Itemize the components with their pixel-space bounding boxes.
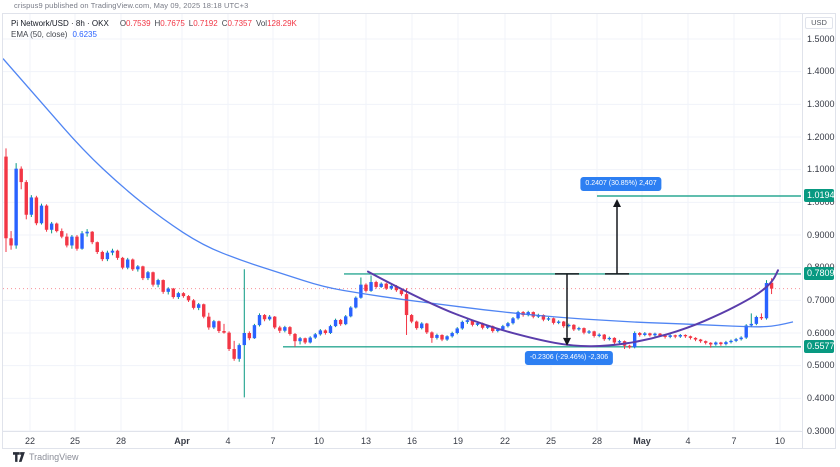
- time-tick-label: 28: [591, 436, 603, 446]
- low-value: 0.7192: [193, 19, 218, 28]
- price-tick-label: 0.8000: [807, 262, 835, 273]
- time-tick-label: 4: [685, 436, 691, 446]
- price-level-badge: 0.7809: [804, 267, 835, 281]
- open-value: 0.7539: [126, 19, 151, 28]
- price-level-badge: 1.0194: [804, 189, 835, 203]
- high-label: H: [154, 19, 161, 28]
- tradingview-logo-icon: [13, 452, 25, 462]
- time-tick-label: 28: [115, 436, 127, 446]
- close-label: C: [221, 19, 228, 28]
- symbol-title: Pi Network/USD · 8h · OKX: [11, 19, 109, 28]
- time-tick-label: 16: [406, 436, 418, 446]
- close-value: 0.7357: [227, 19, 252, 28]
- price-tick-label: 1.3000: [807, 98, 835, 109]
- candlestick-canvas: [3, 14, 801, 431]
- price-tick-label: 1.4000: [807, 66, 835, 77]
- time-tick-label: 10: [774, 436, 786, 446]
- legend-row-ema: EMA (50, close) 0.6235: [11, 29, 297, 40]
- tradingview-watermark-text: TradingView: [29, 452, 79, 462]
- ema-indicator-label: EMA (50, close): [11, 30, 68, 39]
- price-tick-label: 0.6000: [807, 327, 835, 338]
- currency-label[interactable]: USD: [805, 17, 833, 29]
- ema-indicator-value: 0.6235: [72, 30, 97, 39]
- price-tick-label: 0.7000: [807, 294, 835, 305]
- legend-row-symbol: Pi Network/USD · 8h · OKX O0.7539 H0.7675 L…: [11, 18, 297, 29]
- volume-label: Vol: [255, 19, 268, 28]
- time-tick-label: May: [633, 436, 651, 446]
- price-tick-label: 0.3000: [807, 425, 835, 436]
- price-level-badge: 0.5577: [804, 340, 835, 354]
- time-tick-label: 25: [69, 436, 81, 446]
- chart-legend: Pi Network/USD · 8h · OKX O0.7539 H0.7675 L…: [11, 18, 297, 40]
- time-tick-label: Apr: [174, 436, 190, 446]
- time-tick-label: 10: [313, 436, 325, 446]
- price-tick-label: 1.2000: [807, 131, 835, 142]
- price-tick-label: 0.9000: [807, 229, 835, 240]
- time-tick-label: 4: [225, 436, 231, 446]
- price-tick-label: 1.5000: [807, 33, 835, 44]
- price-range-up-label: 0.2407 (30.85%) 2,407: [580, 176, 662, 191]
- open-label: O: [119, 19, 127, 28]
- time-tick-label: 25: [545, 436, 557, 446]
- tradingview-watermark[interactable]: TradingView: [13, 452, 79, 462]
- price-axis[interactable]: USD 1.50001.40001.30001.20001.10001.0000…: [802, 14, 835, 448]
- time-tick-label: 22: [499, 436, 511, 446]
- price-tick-label: 1.1000: [807, 164, 835, 175]
- time-tick-label: 7: [731, 436, 737, 446]
- price-range-down-label: -0.2306 (-29.46%) -2,306: [524, 350, 614, 365]
- chart-card: Pi Network/USD · 8h · OKX O0.7539 H0.7675 L…: [2, 13, 836, 449]
- low-label: L: [188, 19, 194, 28]
- time-axis[interactable]: 22 25 28 Apr 4 7 10 13 16 19 22 25 28 May 4 7 10: [3, 431, 802, 448]
- chart-plot-area[interactable]: 0.2407 (30.85%) 2,407 -0.2306 (-29.46%) -…: [3, 14, 801, 431]
- volume-value: 128.29K: [267, 19, 297, 28]
- time-tick-label: 22: [24, 436, 36, 446]
- time-tick-label: 13: [360, 436, 372, 446]
- high-value: 0.7675: [160, 19, 185, 28]
- price-tick-label: 0.4000: [807, 392, 835, 403]
- price-tick-label: 0.5000: [807, 360, 835, 371]
- time-tick-label: 7: [270, 436, 276, 446]
- time-tick-label: 19: [452, 436, 464, 446]
- attribution-text: crispus9 published on TradingView.com, M…: [14, 1, 249, 10]
